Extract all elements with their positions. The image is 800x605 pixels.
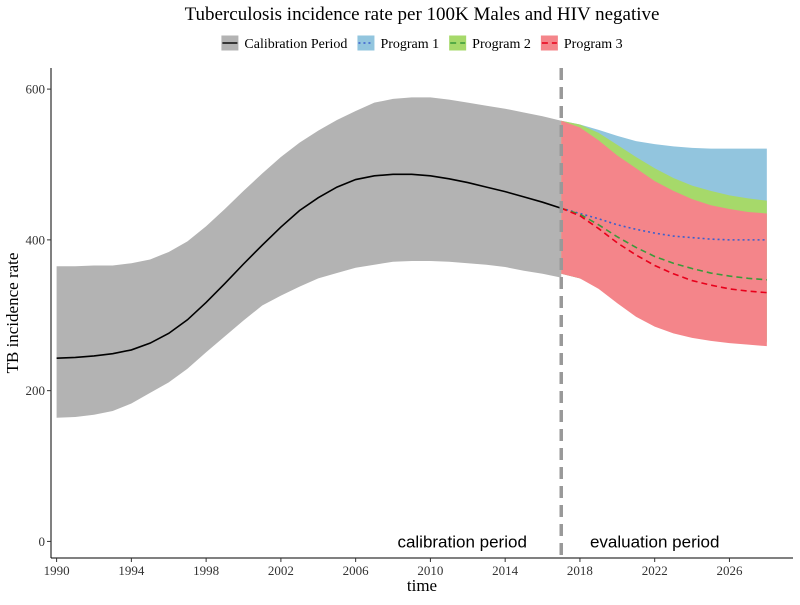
x-tick-label: 1990	[44, 563, 70, 578]
program-1-line	[561, 207, 767, 241]
legend-item-program-2: Program 2	[449, 35, 531, 52]
legend-key-fill	[540, 35, 558, 51]
calibration-line	[56, 173, 562, 360]
calibration-band	[56, 97, 562, 418]
x-tick-label: 2026	[716, 563, 743, 578]
x-tick-label: 2022	[642, 563, 668, 578]
legend-item-program-1: Program 1	[357, 35, 439, 52]
y-tick-label: 400	[26, 232, 46, 247]
period-annotations: calibration period evaluation period	[397, 532, 719, 551]
annotation-calibration-period: calibration period	[397, 532, 526, 551]
y-tick-label: 0	[39, 534, 46, 549]
y-tick-label: 600	[26, 82, 46, 97]
y-axis-title: TB incidence rate	[3, 253, 22, 374]
legend: Calibration Period Program 1 Program 2 Prog…	[221, 35, 623, 52]
x-tick-label: 2002	[268, 563, 294, 578]
legend-label: Program 1	[380, 37, 439, 52]
legend-label: Program 3	[564, 37, 623, 52]
x-tick-label: 2010	[417, 563, 443, 578]
axes: 1990 1994 1998 2002 2006 2010 2014 2018 2022 2026…	[26, 68, 793, 578]
x-tick-label: 2018	[567, 563, 593, 578]
x-tick-label: 1994	[118, 563, 145, 578]
legend-key-fill	[357, 35, 375, 51]
x-tick-label: 2014	[492, 563, 519, 578]
legend-label: Program 2	[472, 37, 531, 52]
x-tick-label: 1998	[193, 563, 219, 578]
program-3-line	[560, 207, 767, 294]
annotation-evaluation-period: evaluation period	[590, 532, 719, 551]
x-tick-label: 2006	[343, 563, 370, 578]
legend-key-fill	[449, 35, 467, 51]
y-tick-label: 200	[26, 383, 46, 398]
mean-lines	[56, 173, 767, 360]
uncertainty-bands	[56, 97, 767, 418]
program-2-line	[560, 207, 767, 281]
legend-label: Calibration Period	[244, 37, 347, 52]
legend-item-program-3: Program 3	[540, 35, 623, 52]
chart-title: Tuberculosis incidence rate per 100K Mal…	[185, 4, 660, 25]
x-axis-title: time	[407, 576, 437, 595]
program-3-band	[561, 120, 767, 347]
legend-item-calibration-period: Calibration Period	[221, 35, 347, 52]
